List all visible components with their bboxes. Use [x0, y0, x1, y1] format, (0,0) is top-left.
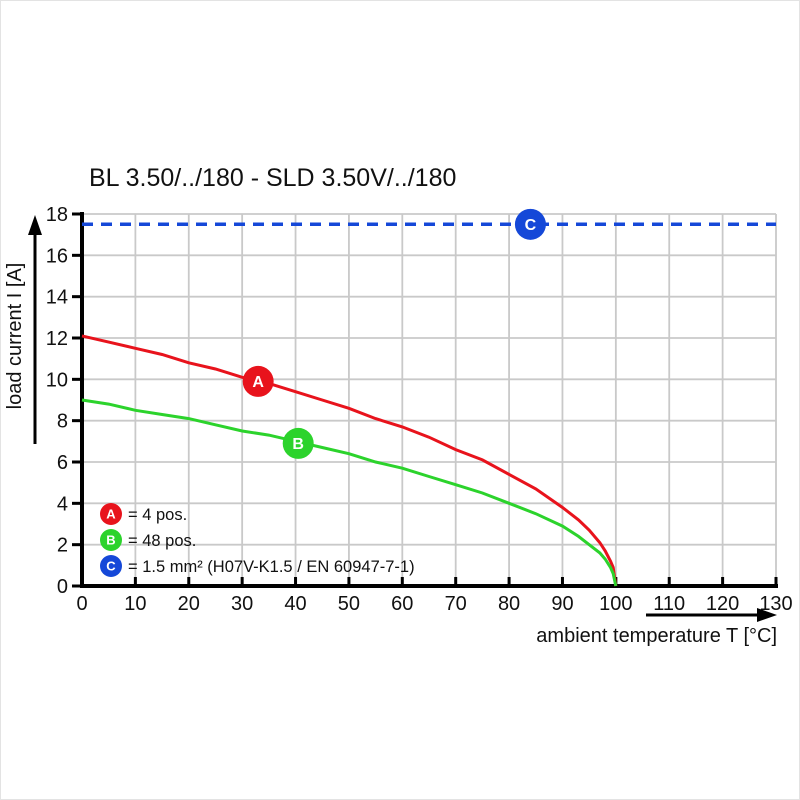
- x-tick-label: 60: [391, 593, 413, 615]
- y-tick-label: 12: [46, 328, 68, 350]
- series-B-marker-letter: B: [292, 436, 304, 453]
- legend-label-B: = 48 pos.: [128, 532, 196, 550]
- series-A-marker-letter: A: [252, 374, 264, 391]
- series-A-curve: [81, 334, 618, 587]
- legend-swatch-A: [100, 503, 122, 525]
- series-C-marker-letter: C: [525, 217, 537, 234]
- legend-letter-B: B: [106, 533, 115, 548]
- x-axis-arrow-head: [757, 608, 777, 622]
- legend-label-C: = 1.5 mm² (H07V-K1.5 / EN 60947-7-1): [128, 558, 415, 576]
- x-tick-label: 70: [445, 593, 467, 615]
- y-axis-label: load current I [A]: [4, 263, 26, 410]
- series-C-marker: [514, 208, 546, 240]
- y-tick-label: 18: [46, 204, 68, 226]
- y-tick-label: 0: [57, 576, 68, 598]
- y-tick-label: 10: [46, 369, 68, 391]
- y-axis-arrow-head: [28, 215, 42, 235]
- chart-title: BL 3.50/../180 - SLD 3.50V/../180: [89, 164, 457, 192]
- x-tick-label: 50: [338, 593, 360, 615]
- y-tick-label: 14: [46, 287, 68, 309]
- x-tick-label: 110: [653, 593, 685, 615]
- x-axis-label: ambient temperature T [°C]: [536, 625, 777, 647]
- x-tick-label: 30: [231, 593, 253, 615]
- x-tick-label: 130: [759, 593, 792, 615]
- x-tick-label: 10: [124, 593, 146, 615]
- x-tick-label: 0: [76, 593, 87, 615]
- x-tick-label: 40: [284, 593, 306, 615]
- y-tick-label: 4: [57, 493, 68, 515]
- x-tick-label: 20: [178, 593, 200, 615]
- y-tick-label: 2: [57, 535, 68, 557]
- x-tick-label: 80: [498, 593, 520, 615]
- legend-letter-C: C: [106, 559, 116, 574]
- legend-swatch-C: [100, 555, 122, 577]
- x-tick-label: 100: [599, 593, 632, 615]
- series-A-marker: [242, 365, 274, 397]
- series-B-marker: [282, 427, 314, 459]
- legend-label-A: = 4 pos.: [128, 506, 187, 524]
- legend-swatch-B: [100, 529, 122, 551]
- legend-letter-A: A: [106, 507, 116, 522]
- chart-layer: 0 2 4 6 8 10 12 14 16 18 0 10 20 30 40 50 60 70 80 90 100 110…: [28, 204, 793, 622]
- series-B-curve: [81, 398, 618, 587]
- y-tick-label: 8: [57, 411, 68, 433]
- y-tick-label: 16: [46, 245, 68, 267]
- x-tick-label: 90: [551, 593, 573, 615]
- x-tick-label: 120: [706, 593, 739, 615]
- y-tick-label: 6: [57, 452, 68, 474]
